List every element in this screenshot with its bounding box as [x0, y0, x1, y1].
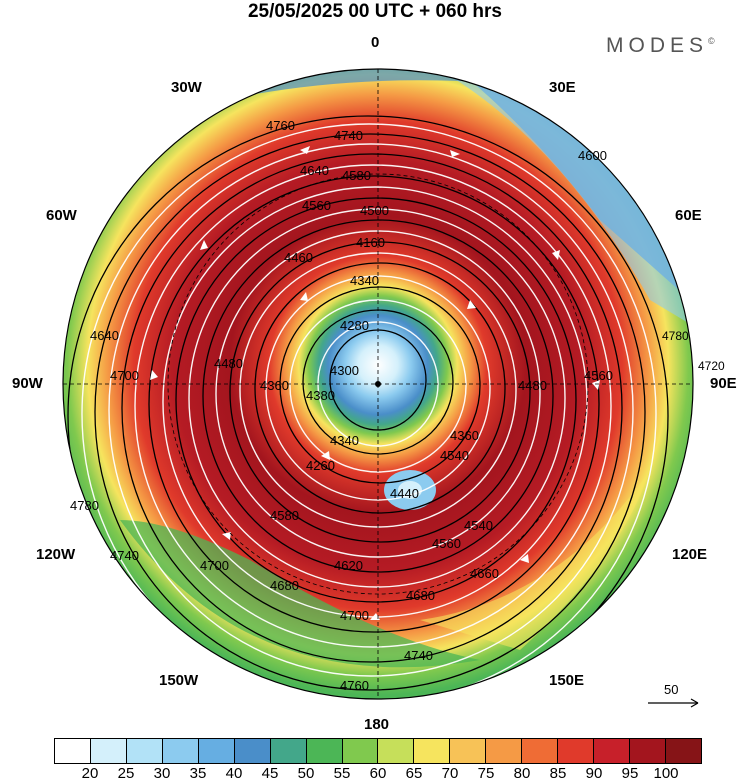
colorbar-swatch — [630, 739, 666, 763]
lon-label-0: 0 — [371, 34, 380, 51]
colorbar-tick-label: 65 — [405, 765, 423, 782]
contour-label: 4640 — [300, 163, 329, 178]
colorbar-tick-label: 55 — [333, 765, 351, 782]
lon-label-30w: 30W — [171, 79, 202, 96]
contour-label: 4340 — [350, 273, 379, 288]
contour-label: 4700 — [340, 608, 369, 623]
colorbar-tick-label: 35 — [189, 765, 207, 782]
contour-label: 4580 — [270, 508, 299, 523]
lon-label-120e: 120E — [672, 546, 708, 563]
colorbar-swatch — [342, 739, 379, 763]
contour-label: 4380 — [306, 388, 335, 403]
colorbar-swatch — [234, 739, 271, 763]
contour-label: 4280 — [340, 318, 369, 333]
colorbar-tick-label: 75 — [477, 765, 495, 782]
colorbar-swatch — [378, 739, 415, 763]
colorbar-tick-label: 25 — [117, 765, 135, 782]
colorbar-ticks: 20 25 30 35 40 45 50 55 60 65 70 75 80 85 90 95 100 — [54, 765, 702, 782]
colorbar-swatch — [665, 739, 701, 763]
lon-label-150e: 150E — [549, 672, 585, 689]
colorbar-swatch — [126, 739, 163, 763]
contour-label: 4600 — [578, 148, 607, 163]
contour-label: 4780 — [70, 498, 99, 513]
streamline-arrows — [150, 146, 600, 620]
colorbar-tick-label: 85 — [549, 765, 567, 782]
contour-label: 4340 — [330, 433, 359, 448]
lon-label-180: 180 — [364, 716, 390, 733]
colorbar-tick-label: 45 — [261, 765, 279, 782]
colorbar-swatch — [414, 739, 451, 763]
contour-label: 4560 — [584, 368, 613, 383]
contour-label: 4740 — [110, 548, 139, 563]
colorbar-swatch — [198, 739, 235, 763]
colorbar-tick-label: 40 — [225, 765, 243, 782]
contour-label: 4740 — [404, 648, 433, 663]
lon-label-60e: 60E — [675, 207, 702, 224]
contour-label: 4680 — [270, 578, 299, 593]
contour-label: 4460 — [284, 250, 313, 265]
contour-label: 4160 — [356, 235, 385, 250]
contour-label: 4640 — [90, 328, 119, 343]
colorbar-swatch — [558, 739, 595, 763]
contour-label: 4560 — [432, 536, 461, 551]
contour-label: 4700 — [200, 558, 229, 573]
colorbar-tick-label: 50 — [297, 765, 315, 782]
lon-label-150w: 150W — [159, 672, 199, 689]
contour-label: 4580 — [342, 168, 371, 183]
contour-label: 4700 — [110, 368, 139, 383]
contour-label: 4620 — [334, 558, 363, 573]
north-pole-marker — [375, 381, 381, 387]
contour-label: 4480 — [518, 378, 547, 393]
colorbar-tick-label: 30 — [153, 765, 171, 782]
colorbar-swatch — [486, 739, 523, 763]
map-title: 25/05/2025 00 UTC + 060 hrs — [247, 1, 503, 22]
contour-label: 4500 — [360, 203, 389, 218]
colorbar-swatch — [270, 739, 307, 763]
contour-label: 4540 — [464, 518, 493, 533]
colorbar-swatch — [522, 739, 559, 763]
colorbar-tick-label: 100 — [653, 765, 679, 782]
contour-label: 4540 — [440, 448, 469, 463]
contour-label: 4360 — [450, 428, 479, 443]
colorbar — [54, 738, 702, 764]
lon-label-120w: 120W — [36, 546, 76, 563]
contour-label: 4360 — [260, 378, 289, 393]
colorbar-swatch — [450, 739, 487, 763]
contour-labels: 4760 4740 4600 4640 4580 4560 4500 4160 … — [70, 118, 725, 693]
map-border — [62, 68, 694, 700]
contour-label: 4480 — [214, 356, 243, 371]
lon-label-60w: 60W — [46, 207, 77, 224]
colorbar-tick-label: 80 — [513, 765, 531, 782]
contour-label: 4560 — [302, 198, 331, 213]
colorbar-swatch — [306, 739, 343, 763]
reference-vector-arrow — [648, 698, 699, 708]
lon-label-90w: 90W — [12, 375, 43, 392]
colorbar-tick-label: 70 — [441, 765, 459, 782]
colorbar-tick-label: 90 — [585, 765, 603, 782]
colorbar-tick-label: 60 — [369, 765, 387, 782]
colorbar-swatch — [90, 739, 127, 763]
contour-label: 4740 — [334, 128, 363, 143]
contour-label: 4720 — [698, 359, 725, 373]
lon-label-90e: 90E — [710, 375, 737, 392]
colorbar-tick-label: 95 — [621, 765, 639, 782]
colorbar-tick-label: 20 — [81, 765, 99, 782]
contour-label: 4760 — [340, 678, 369, 693]
contour-label: 4440 — [390, 486, 419, 501]
colorbar-swatch — [162, 739, 199, 763]
contour-label: 4780 — [662, 329, 689, 343]
reference-vector-label: 50 — [664, 682, 679, 697]
lon-label-30e: 30E — [549, 79, 576, 96]
contour-label: 4660 — [470, 566, 499, 581]
brand-logo: MODES© — [606, 34, 715, 57]
contour-label: 4760 — [266, 118, 295, 133]
contour-label: 4300 — [330, 363, 359, 378]
contour-label: 4260 — [306, 458, 335, 473]
colorbar-swatch — [594, 739, 630, 763]
contour-label: 4680 — [406, 588, 435, 603]
colorbar-swatch — [55, 739, 91, 763]
